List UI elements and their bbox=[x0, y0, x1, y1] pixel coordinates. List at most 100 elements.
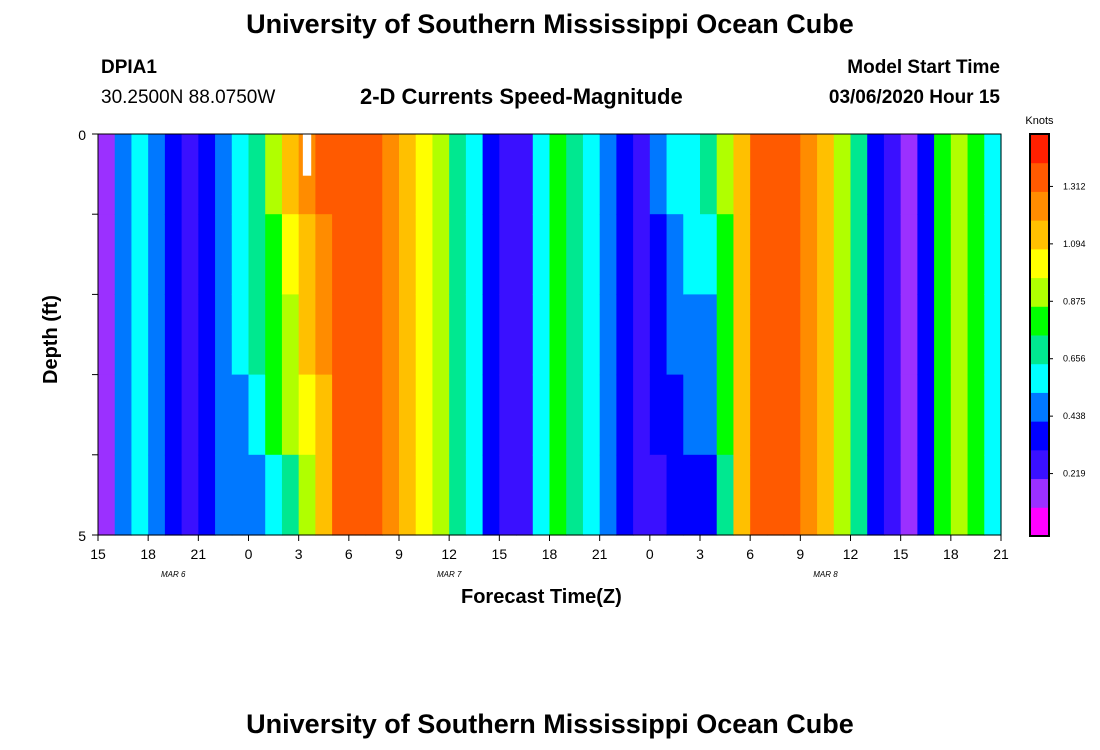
heatmap-cell bbox=[164, 374, 183, 456]
colorbar-band bbox=[1030, 277, 1049, 307]
heatmap-cell bbox=[516, 374, 534, 456]
station-id: DPIA1 bbox=[101, 57, 157, 78]
heatmap-cell bbox=[315, 294, 333, 376]
heatmap-cell bbox=[683, 134, 701, 215]
heatmap-cell bbox=[733, 454, 751, 536]
heatmap-cell bbox=[984, 294, 1002, 376]
heatmap-cell bbox=[181, 214, 199, 295]
heatmap-cell bbox=[365, 134, 383, 215]
heatmap-cell bbox=[549, 374, 567, 456]
heatmap-cell bbox=[131, 454, 149, 536]
heatmap-cell bbox=[332, 454, 350, 536]
x-tick-label: 9 bbox=[395, 546, 403, 562]
heatmap-cell bbox=[783, 454, 801, 536]
heatmap-cell bbox=[566, 294, 584, 376]
date-label: MAR 8 bbox=[813, 570, 838, 579]
heatmap-cell bbox=[465, 374, 484, 456]
heatmap-cell bbox=[850, 454, 868, 536]
heatmap-cell bbox=[867, 134, 885, 215]
heatmap-cell bbox=[449, 294, 467, 376]
heatmap-cell bbox=[950, 134, 969, 215]
colorbar-band bbox=[1030, 363, 1049, 393]
heatmap-cells bbox=[98, 134, 1002, 536]
heatmap-cell bbox=[231, 374, 250, 456]
heatmap-cell bbox=[817, 214, 835, 295]
heatmap-cell bbox=[666, 454, 684, 536]
heatmap-cell bbox=[281, 374, 300, 456]
heatmap-cell bbox=[348, 374, 367, 456]
heatmap-cell bbox=[198, 454, 216, 536]
heatmap-cell bbox=[599, 294, 617, 376]
heatmap-cell bbox=[867, 454, 885, 536]
heatmap-cell bbox=[298, 214, 316, 295]
heatmap-cell bbox=[298, 454, 316, 536]
heatmap-cell bbox=[98, 374, 116, 456]
heatmap-cell bbox=[599, 374, 617, 456]
colorbar-frame bbox=[1029, 133, 1050, 537]
heatmap-cell bbox=[532, 294, 551, 376]
y-tick-label: 5 bbox=[78, 528, 86, 544]
chart-title: 2-D Currents Speed-Magnitude bbox=[360, 84, 683, 109]
heatmap-cell bbox=[616, 454, 634, 536]
heatmap-cell bbox=[566, 454, 584, 536]
heatmap-cell bbox=[98, 294, 116, 376]
heatmap-cell bbox=[582, 374, 601, 456]
heatmap-cell bbox=[733, 294, 751, 376]
colorbar-band bbox=[1030, 134, 1049, 164]
x-tick-label: 21 bbox=[592, 546, 608, 562]
heatmap-cell bbox=[148, 214, 166, 295]
heatmap-cell bbox=[449, 214, 467, 295]
heatmap-cell bbox=[516, 134, 534, 215]
colorbar: Knots 1.312 1.094 0.875 0.656 0.438 0.219 bbox=[1025, 115, 1086, 537]
heatmap-cell bbox=[315, 374, 333, 456]
heatmap-cell bbox=[566, 134, 584, 215]
heatmap-cell bbox=[499, 454, 517, 536]
heatmap-cell bbox=[649, 134, 668, 215]
heatmap-cell bbox=[616, 374, 634, 456]
heatmap-cell bbox=[750, 214, 768, 295]
heatmap-cell bbox=[867, 294, 885, 376]
heatmap-cell bbox=[148, 374, 166, 456]
heatmap-cell bbox=[98, 134, 116, 215]
x-tick-label: 18 bbox=[943, 546, 959, 562]
heatmap-cell bbox=[482, 294, 500, 376]
heatmap-cell bbox=[516, 294, 534, 376]
colorbar-unit-label: Knots bbox=[1025, 115, 1054, 127]
heatmap-cell bbox=[633, 214, 651, 295]
heatmap-cell bbox=[917, 454, 935, 536]
heatmap-cell bbox=[265, 374, 283, 456]
heatmap-cell bbox=[599, 454, 617, 536]
heatmap-cell bbox=[967, 294, 985, 376]
heatmap-cell bbox=[984, 134, 1002, 215]
heatmap-cell bbox=[716, 454, 735, 536]
heatmap-cell bbox=[566, 214, 584, 295]
heatmap-cell bbox=[499, 134, 517, 215]
heatmap-cell bbox=[332, 214, 350, 295]
footer-title: University of Southern Mississippi Ocean… bbox=[246, 709, 854, 739]
heatmap-cell bbox=[432, 294, 450, 376]
heatmap-cell bbox=[700, 374, 718, 456]
heatmap-cell bbox=[549, 134, 567, 215]
heatmap-cell bbox=[499, 214, 517, 295]
heatmap-cell bbox=[432, 134, 450, 215]
x-tick-label: 0 bbox=[245, 546, 253, 562]
heatmap-cell bbox=[482, 134, 500, 215]
heatmap-cell bbox=[131, 374, 149, 456]
y-tick-label: 0 bbox=[78, 127, 86, 143]
heatmap-cell bbox=[967, 214, 985, 295]
colorbar-band bbox=[1030, 335, 1049, 365]
heatmap-cell bbox=[850, 294, 868, 376]
heatmap-cell bbox=[633, 294, 651, 376]
heatmap-cell bbox=[432, 214, 450, 295]
heatmap-cell bbox=[783, 214, 801, 295]
heatmap-cell bbox=[833, 134, 852, 215]
heatmap-cell bbox=[833, 214, 852, 295]
x-tick-label: 6 bbox=[746, 546, 754, 562]
heatmap-cell bbox=[114, 374, 133, 456]
heatmap-cell bbox=[800, 214, 818, 295]
heatmap-cell bbox=[415, 214, 434, 295]
heatmap-cell bbox=[215, 374, 233, 456]
heatmap-cell bbox=[666, 134, 684, 215]
heatmap-cell bbox=[666, 294, 684, 376]
